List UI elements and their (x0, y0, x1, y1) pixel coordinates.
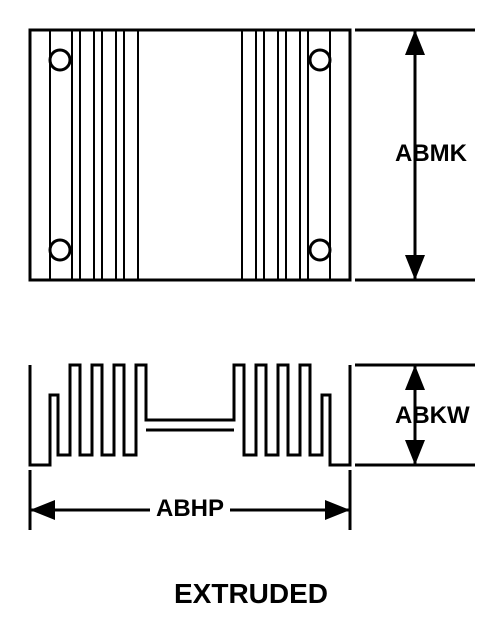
hole-top-right (310, 50, 330, 70)
hole-bot-right (310, 240, 330, 260)
top-view (30, 30, 350, 280)
hole-top-left (50, 50, 70, 70)
side-view (30, 365, 350, 465)
label-abmk: ABMK (395, 140, 467, 168)
label-abhp: ABHP (150, 495, 230, 523)
hole-bot-left (50, 240, 70, 260)
diagram-svg (0, 0, 502, 632)
label-abkw: ABKW (395, 402, 470, 430)
diagram-title: EXTRUDED (174, 578, 328, 610)
